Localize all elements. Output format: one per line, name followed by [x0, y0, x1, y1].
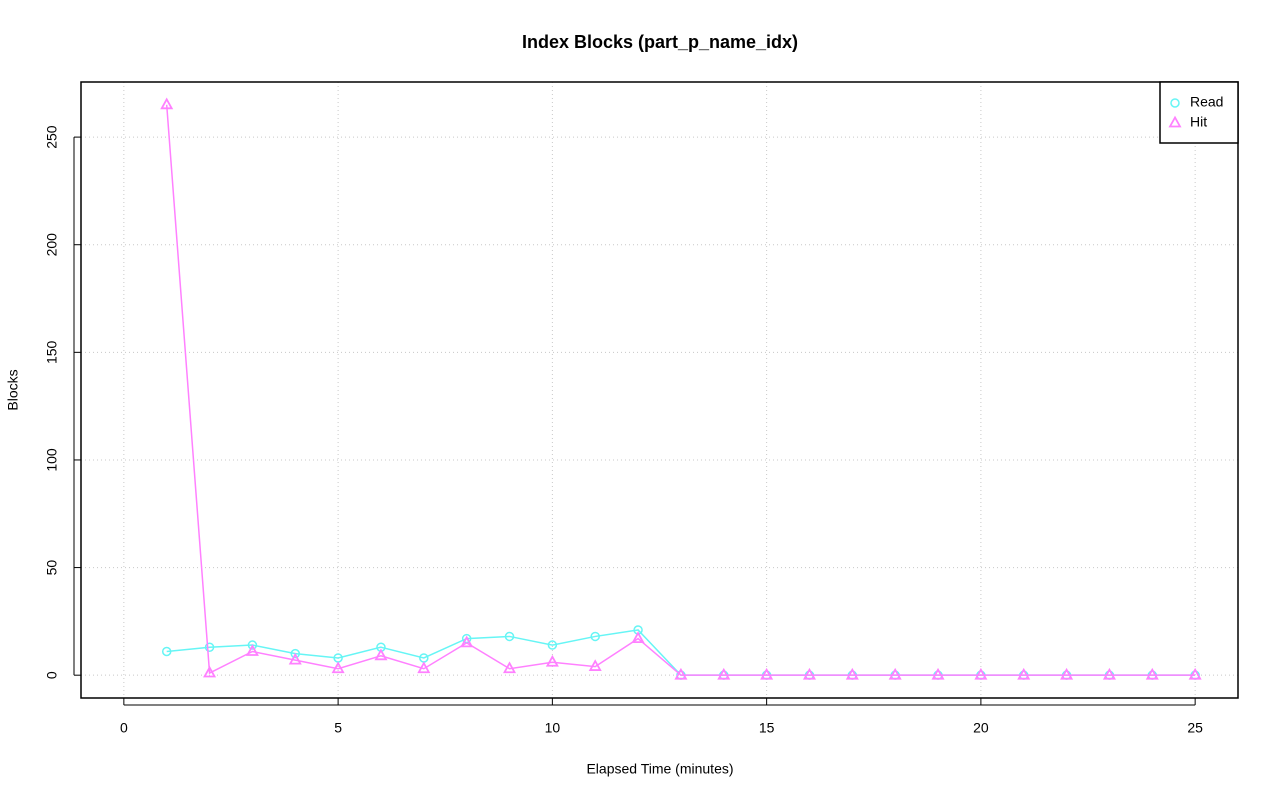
- point: [290, 648, 301, 659]
- plot-frame: [80, 81, 1239, 699]
- point: [1017, 667, 1031, 680]
- chart-title: Index Blocks (part_p_name_idx): [522, 32, 798, 52]
- legend-marker: [1170, 98, 1180, 108]
- point: [590, 631, 600, 642]
- y-tick-label: 250: [44, 125, 60, 149]
- y-tick-label: 200: [44, 233, 60, 257]
- point: [460, 635, 474, 648]
- point: [288, 652, 302, 665]
- y-tick-label: 150: [44, 340, 60, 364]
- y-tick-label: 0: [44, 671, 60, 679]
- point: [1188, 667, 1202, 680]
- point: [203, 665, 217, 678]
- legend-label: Hit: [1190, 114, 1207, 130]
- legend-box: [1159, 81, 1239, 144]
- x-tick-label: 5: [334, 720, 342, 736]
- point: [374, 648, 388, 661]
- point: [1145, 667, 1159, 680]
- point: [204, 642, 215, 652]
- x-tick-label: 10: [545, 720, 561, 736]
- point: [161, 646, 172, 657]
- y-axis-label: Blocks: [5, 369, 21, 410]
- x-tick-label: 20: [973, 720, 989, 736]
- point: [1060, 667, 1074, 680]
- legend-label: Read: [1190, 94, 1223, 110]
- point: [888, 667, 902, 680]
- point: [802, 667, 817, 680]
- point: [545, 654, 559, 667]
- point: [331, 661, 345, 674]
- point: [502, 661, 517, 674]
- y-tick-label: 100: [44, 448, 60, 472]
- point: [931, 667, 945, 680]
- x-axis-label: Elapsed Time (minutes): [586, 761, 733, 777]
- point: [974, 667, 988, 680]
- point: [674, 667, 688, 680]
- x-tick-label: 25: [1187, 720, 1203, 736]
- point: [631, 631, 645, 643]
- point: [717, 667, 731, 680]
- x-tick-label: 0: [120, 720, 128, 736]
- point: [760, 667, 774, 680]
- x-tick-label: 15: [759, 720, 775, 736]
- point: [588, 659, 602, 671]
- point: [245, 644, 259, 656]
- y-tick-label: 50: [44, 560, 60, 576]
- point: [247, 640, 258, 650]
- legend-marker: [1168, 115, 1182, 128]
- series-line: [165, 104, 1196, 676]
- point: [845, 667, 859, 680]
- point: [504, 631, 515, 642]
- point: [1102, 667, 1116, 680]
- point: [160, 97, 174, 110]
- point: [417, 661, 431, 674]
- point: [547, 640, 558, 650]
